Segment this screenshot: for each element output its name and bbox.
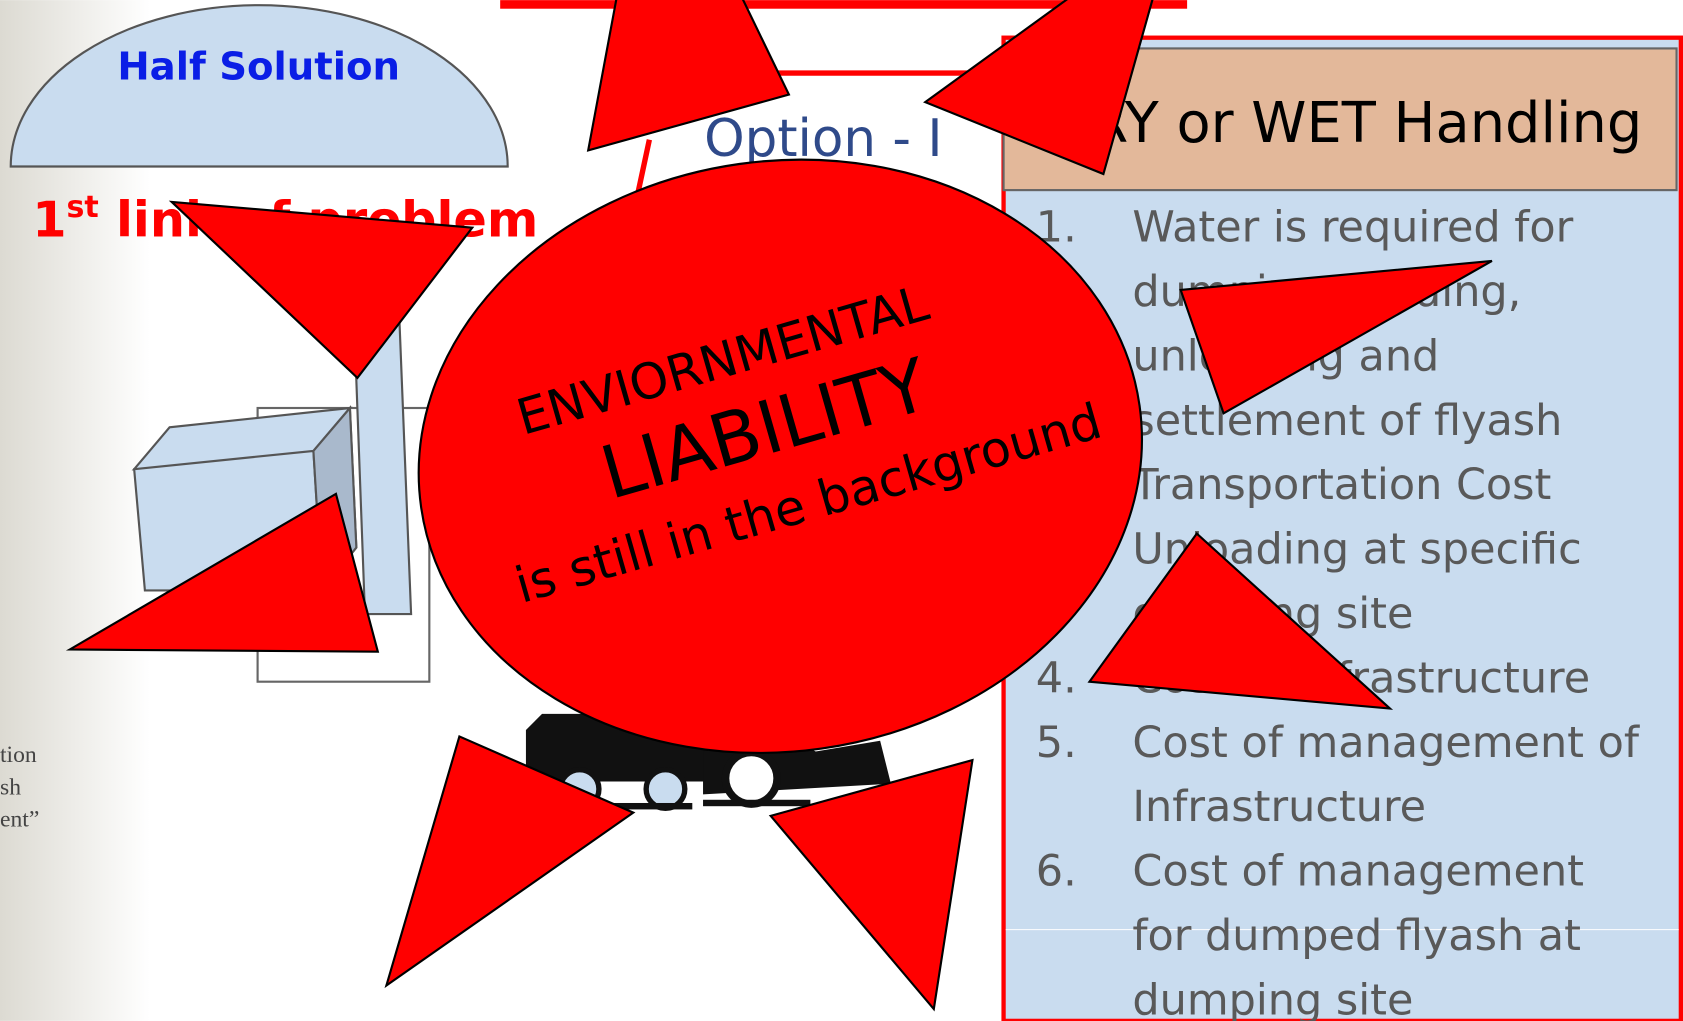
item-number: 4. (1036, 653, 1077, 703)
panel-title: DRY or WET Handling (1047, 91, 1643, 156)
item-line: for dumped flyash at (1132, 911, 1581, 961)
item-line: Cost of management of (1132, 718, 1640, 768)
item-number: 6. (1036, 847, 1077, 897)
item-line: Infrastructure (1132, 782, 1426, 832)
item-line: dumping site (1132, 975, 1413, 1021)
item-line: settlement of flyash (1132, 396, 1562, 446)
fragment: tion (0, 742, 37, 768)
fragment: ent” (0, 807, 39, 833)
fragment: sh (0, 774, 21, 800)
slide: Half Solution 1st link of problem tionsh… (0, 0, 1683, 1021)
item-line: Water is required for (1132, 203, 1573, 253)
heading-suffix: st (67, 190, 99, 225)
item-line: Cost of management (1132, 847, 1584, 897)
half-solution: Half Solution (117, 45, 400, 90)
item-number: 5. (1036, 718, 1077, 768)
triangle (771, 760, 973, 1009)
heading-number: 1 (32, 190, 66, 248)
item-line: Transportation Cost (1131, 460, 1551, 510)
page: Half Solution 1st link of problem tionsh… (0, 0, 1683, 1021)
triangle (172, 202, 473, 378)
